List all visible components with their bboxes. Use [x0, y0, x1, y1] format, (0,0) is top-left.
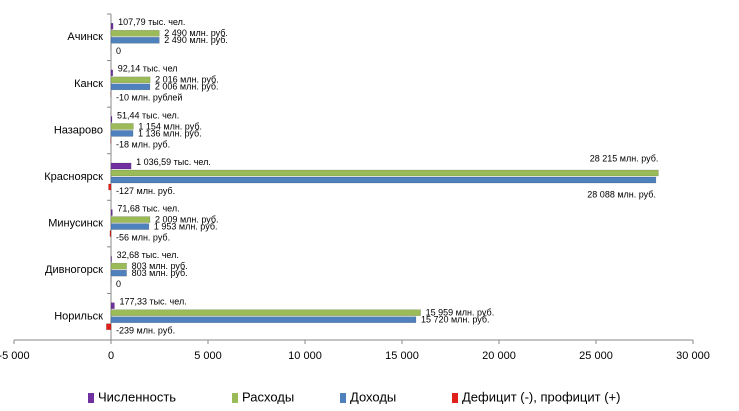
data-label: -127 млн. руб.: [116, 186, 175, 196]
data-label: 28 215 млн. руб.: [590, 153, 659, 163]
legend-label: Численность: [98, 389, 176, 404]
data-label: -10 млн. рублей: [116, 93, 182, 103]
data-label: 2 490 млн. руб.: [164, 35, 228, 45]
legend-marker: [340, 393, 346, 403]
data-label: 1 953 млн. руб.: [154, 221, 218, 231]
y-tick-label: Ачинск: [67, 31, 103, 43]
bar: [110, 216, 151, 223]
bar: [110, 255, 112, 263]
data-label: 2 006 млн. руб.: [155, 82, 219, 92]
legend-marker: [232, 393, 238, 403]
data-label: -18 млн. руб.: [116, 139, 170, 149]
x-tick-label: -5 000: [0, 350, 30, 362]
y-tick-label: Красноярск: [44, 171, 103, 183]
bar: [110, 37, 160, 44]
data-label: 28 088 млн. руб.: [587, 189, 656, 199]
bar: [110, 76, 151, 84]
data-label: 107,79 тыс. чел.: [118, 17, 185, 27]
bar: [106, 323, 112, 330]
y-tick-label: Норильск: [54, 311, 103, 323]
bar: [110, 123, 134, 130]
bar: [110, 169, 659, 177]
bar: [110, 262, 127, 270]
data-label: 71,68 тыс. чел.: [117, 203, 179, 213]
x-tick-label: 30 000: [676, 350, 710, 362]
bar: [110, 69, 114, 77]
data-label: 803 млн. руб.: [132, 268, 188, 278]
data-label: 2 009 млн. руб.: [155, 214, 219, 224]
bar: [110, 316, 417, 323]
x-tick-label: 25 000: [579, 350, 613, 362]
bar: [110, 116, 113, 123]
x-tick-label: 5 000: [194, 350, 222, 362]
bar: [108, 183, 112, 191]
bar: [110, 30, 160, 37]
x-tick-label: 20 000: [482, 350, 516, 362]
bar: [110, 223, 150, 230]
bar: [110, 209, 113, 216]
data-label: 177,33 тыс. чел.: [119, 297, 186, 307]
bar: [110, 130, 134, 137]
x-tick-label: 0: [108, 350, 114, 362]
data-label: 2 490 млн. руб.: [164, 28, 228, 38]
data-label: 2 016 млн. руб.: [155, 75, 219, 85]
bar: [110, 269, 127, 277]
bar: [110, 309, 421, 316]
bar: [110, 176, 657, 184]
legend-marker: [452, 393, 458, 403]
bar: [109, 230, 112, 237]
data-label: 1 154 млн. руб.: [138, 121, 202, 131]
data-label: 0: [116, 46, 121, 56]
data-label: -239 млн. руб.: [116, 326, 175, 336]
legend-label: Дефицит (-), профицит (+): [462, 389, 620, 404]
data-label: 803 млн. руб.: [132, 261, 188, 271]
y-tick-label: Минусинск: [48, 217, 103, 229]
bar: [110, 302, 115, 309]
legend-marker: [88, 393, 94, 403]
data-label: -56 млн. руб.: [116, 232, 170, 242]
y-tick-label: Канск: [74, 78, 103, 90]
bar: [110, 23, 114, 30]
y-tick-label: Дивногорск: [45, 264, 103, 276]
data-label: 1 136 млн. руб.: [138, 128, 202, 138]
x-tick-label: 10 000: [288, 350, 322, 362]
data-label: 0: [116, 279, 121, 289]
bar: [110, 83, 151, 91]
data-label: 1 036,59 тыс. чел.: [136, 157, 211, 167]
legend-label: Доходы: [350, 389, 396, 404]
data-label: 15 959 млн. руб.: [426, 308, 495, 318]
x-tick-label: 15 000: [385, 350, 419, 362]
data-label: 92,14 тыс. чел: [118, 64, 178, 74]
y-tick-label: Назарово: [54, 124, 103, 136]
data-label: 15 720 млн. руб.: [421, 315, 490, 325]
bar: [110, 162, 132, 170]
data-label: 32,68 тыс. чел.: [117, 250, 179, 260]
legend-label: Расходы: [242, 389, 294, 404]
data-label: 51,44 тыс. чел.: [117, 110, 179, 120]
